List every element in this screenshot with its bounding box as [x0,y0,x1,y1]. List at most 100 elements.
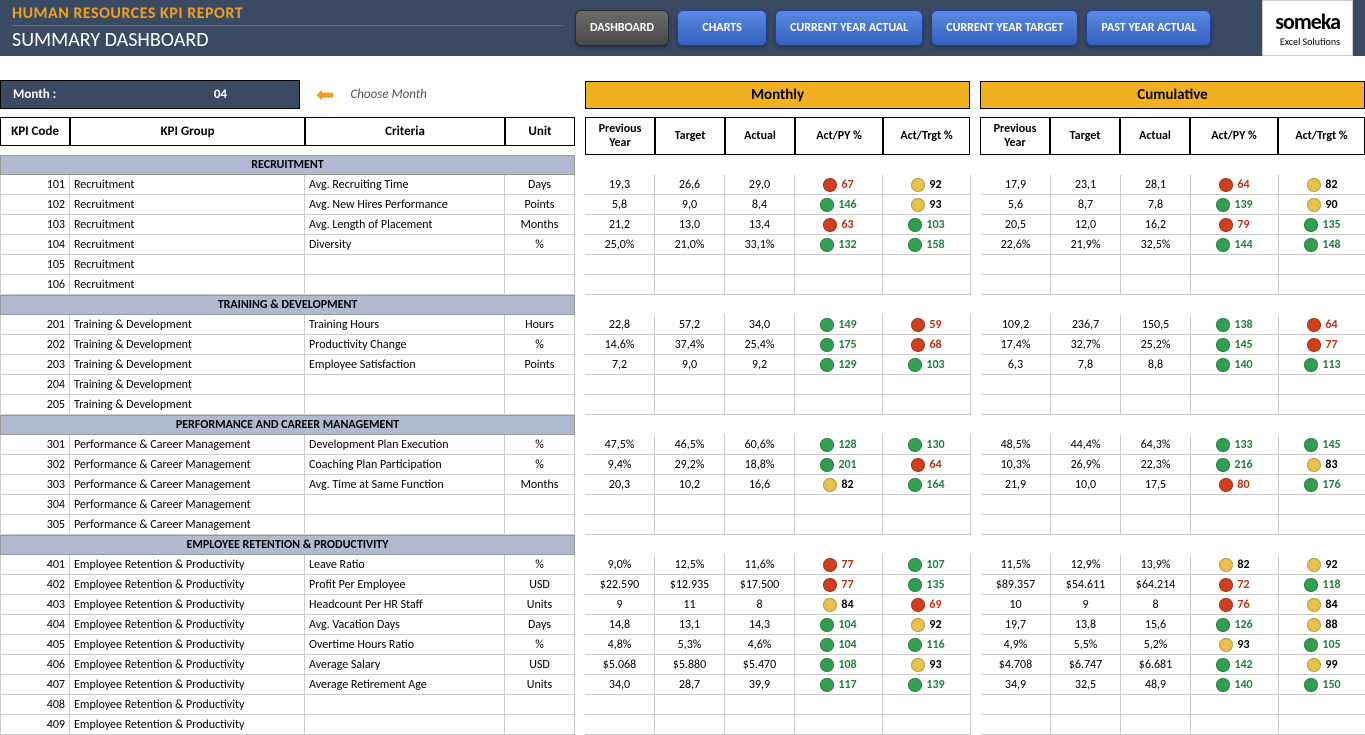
actual-cell: 5,2% [1121,635,1191,655]
actual-cell: $5.470 [725,655,795,675]
status-dot-icon [1304,358,1318,372]
target-cell: 9,0 [655,195,725,215]
criteria-cell: Coaching Plan Participation [305,455,505,475]
actual-cell: 60,6% [725,435,795,455]
kpi-group-cell: Performance & Career Management [70,495,305,515]
target-cell: 9 [1051,595,1121,615]
table-row: 407Employee Retention & ProductivityAver… [0,675,575,695]
criteria-cell: Headcount Per HR Staff [305,595,505,615]
col-kpi-code: KPI Code [0,117,70,146]
table-row: 201Training & DevelopmentTraining HoursH… [0,315,575,335]
cy-actual-button[interactable]: CURRENT YEAR ACTUAL [775,10,923,46]
kpi-group-cell: Recruitment [70,255,305,275]
unit-cell: % [505,335,575,355]
prev-year-cell: 10,3% [981,455,1051,475]
target-cell: 8,7 [1051,195,1121,215]
monthly-row: 20,310,216,682164 [585,475,971,495]
dashboard-button[interactable]: DASHBOARD [575,10,669,46]
kpi-code-cell: 203 [0,355,70,375]
unit-cell [505,695,575,715]
pct-cell: 104 [795,615,883,635]
pct-cell: 88 [1279,615,1365,635]
monthly-row: 25,0%21,0%33,1%132158 [585,235,971,255]
status-dot-icon [1219,578,1233,592]
table-row: 104RecruitmentDiversity% [0,235,575,255]
target-cell: 37,4% [655,335,725,355]
table-row: 305Performance & Career Management [0,515,575,535]
monthly-row: 7,29,09,2129103 [585,355,971,375]
kpi-code-cell: 402 [0,575,70,595]
py-actual-button[interactable]: PAST YEAR ACTUAL [1086,10,1211,46]
cumulative-row: 20,512,016,279135 [981,215,1365,235]
charts-button[interactable]: CHARTS [677,10,767,46]
table-row: 404Employee Retention & ProductivityAvg.… [0,615,575,635]
pct-cell: 146 [795,195,883,215]
monthly-row: 19,326,629,06792 [585,175,971,195]
month-selector[interactable]: Month : 04 [0,80,300,109]
status-dot-icon [1216,358,1230,372]
col-act-py: Act/PY % [795,117,883,155]
status-dot-icon [908,478,922,492]
cy-target-button[interactable]: CURRENT YEAR TARGET [931,10,1078,46]
status-dot-icon [1216,618,1230,632]
monthly-row [585,375,971,395]
pct-cell: 107 [883,555,971,575]
actual-cell: 13,4 [725,215,795,235]
actual-cell: 8,8 [1121,355,1191,375]
pct-cell: 133 [1191,435,1279,455]
actual-cell: 25,2% [1121,335,1191,355]
pct-cell: 135 [883,575,971,595]
status-dot-icon [911,198,925,212]
prev-year-cell: 4,9% [981,635,1051,655]
unit-cell: USD [505,655,575,675]
criteria-cell [305,715,505,735]
criteria-cell [305,395,505,415]
criteria-cell: Diversity [305,235,505,255]
status-dot-icon [908,218,922,232]
prev-year-cell: 109,2 [981,315,1051,335]
actual-cell: 33,1% [725,235,795,255]
status-dot-icon [823,558,837,572]
unit-cell [505,515,575,535]
monthly-row: 14,6%37,4%25,4%17568 [585,335,971,355]
prev-year-cell: 22,6% [981,235,1051,255]
pct-cell: 145 [1191,335,1279,355]
month-value: 04 [214,87,227,102]
pct-cell: 140 [1191,675,1279,695]
status-dot-icon [1216,658,1230,672]
kpi-group-cell: Training & Development [70,355,305,375]
prev-year-cell: 20,3 [585,475,655,495]
actual-cell: $64.214 [1121,575,1191,595]
actual-cell: 32,5% [1121,235,1191,255]
kpi-group-cell: Employee Retention & Productivity [70,615,305,635]
col-unit: Unit [505,117,575,146]
report-title: HUMAN RESOURCES KPI REPORT [12,4,563,23]
status-dot-icon [908,558,922,572]
actual-cell: 29,0 [725,175,795,195]
criteria-cell [305,495,505,515]
prev-year-cell: 14,6% [585,335,655,355]
criteria-cell: Average Salary [305,655,505,675]
pct-cell: 82 [1279,175,1365,195]
status-dot-icon [1307,558,1321,572]
unit-cell: Months [505,475,575,495]
pct-cell: 83 [1279,455,1365,475]
prev-year-cell: $4.708 [981,655,1051,675]
status-dot-icon [1304,438,1318,452]
actual-cell: 15,6 [1121,615,1191,635]
table-row: 105Recruitment [0,255,575,275]
pct-cell: 201 [795,455,883,475]
pct-cell: 142 [1191,655,1279,675]
kpi-code-cell: 106 [0,275,70,295]
col-act-trgt: Act/Trgt % [883,117,970,155]
table-row: 401Employee Retention & ProductivityLeav… [0,555,575,575]
status-dot-icon [1216,338,1230,352]
cumulative-row: 22,6%21,9%32,5%144148 [981,235,1365,255]
status-dot-icon [911,338,925,352]
status-dot-icon [1304,238,1318,252]
pct-cell: 129 [795,355,883,375]
pct-cell: 158 [883,235,971,255]
target-cell: 13,1 [655,615,725,635]
col-prev-year: Previous Year [585,117,655,155]
target-cell: 26,6 [655,175,725,195]
